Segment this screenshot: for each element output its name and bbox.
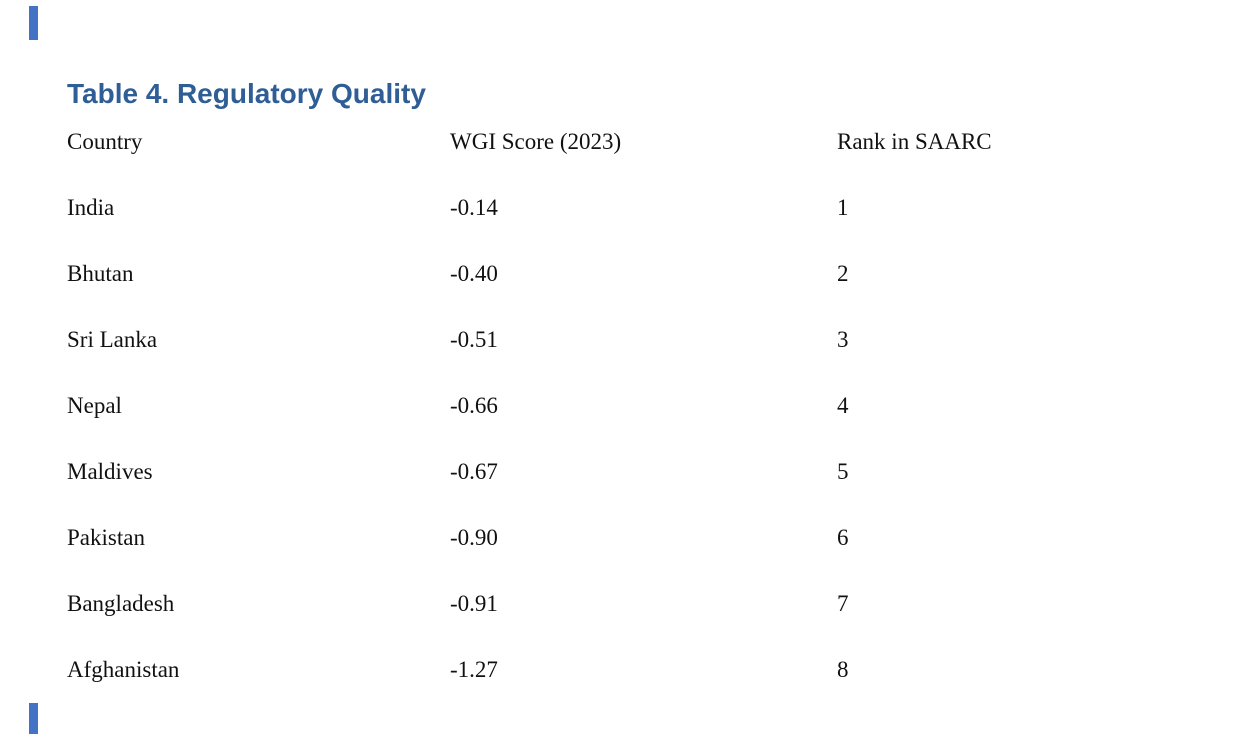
table-row: Nepal -0.66 4 bbox=[67, 373, 1218, 439]
table-header-row: Country WGI Score (2023) Rank in SAARC bbox=[67, 109, 1218, 175]
country-cell: Nepal bbox=[67, 393, 122, 418]
score-cell: -0.40 bbox=[450, 261, 498, 286]
score-cell: -0.91 bbox=[450, 591, 498, 616]
rank-cell: 6 bbox=[837, 525, 849, 550]
regulatory-quality-table: Country WGI Score (2023) Rank in SAARC I… bbox=[67, 109, 1218, 703]
column-header-wgi-score: WGI Score (2023) bbox=[450, 129, 622, 154]
score-cell: -0.67 bbox=[450, 459, 498, 484]
country-cell: Afghanistan bbox=[67, 657, 180, 682]
column-header-rank: Rank in SAARC bbox=[837, 129, 992, 154]
country-cell: Bhutan bbox=[67, 261, 134, 286]
document-content: Table 4. Regulatory Quality Country WGI … bbox=[67, 78, 1218, 703]
rank-cell: 8 bbox=[837, 657, 849, 682]
score-cell: -0.66 bbox=[450, 393, 498, 418]
rank-cell: 1 bbox=[837, 195, 849, 220]
country-cell: Sri Lanka bbox=[67, 327, 158, 352]
table-title: Table 4. Regulatory Quality bbox=[67, 78, 426, 109]
blue-edge-marker-bottom bbox=[29, 703, 38, 734]
rank-cell: 2 bbox=[837, 261, 849, 286]
table-row: Bhutan -0.40 2 bbox=[67, 241, 1218, 307]
table-row: Sri Lanka -0.51 3 bbox=[67, 307, 1218, 373]
country-cell: Pakistan bbox=[67, 525, 145, 550]
column-header-country: Country bbox=[67, 129, 143, 154]
table-row: Pakistan -0.90 6 bbox=[67, 505, 1218, 571]
score-cell: -0.90 bbox=[450, 525, 498, 550]
score-cell: -1.27 bbox=[450, 657, 498, 682]
rank-cell: 7 bbox=[837, 591, 849, 616]
country-cell: Maldives bbox=[67, 459, 153, 484]
score-cell: -0.51 bbox=[450, 327, 498, 352]
score-cell: -0.14 bbox=[450, 195, 498, 220]
rank-cell: 3 bbox=[837, 327, 849, 352]
table-row: Bangladesh -0.91 7 bbox=[67, 571, 1218, 637]
table-row: Afghanistan -1.27 8 bbox=[67, 637, 1218, 703]
country-cell: India bbox=[67, 195, 115, 220]
rank-cell: 4 bbox=[837, 393, 849, 418]
table-row: Maldives -0.67 5 bbox=[67, 439, 1218, 505]
blue-edge-marker-top bbox=[29, 6, 38, 40]
country-cell: Bangladesh bbox=[67, 591, 175, 616]
rank-cell: 5 bbox=[837, 459, 849, 484]
table-row: India -0.14 1 bbox=[67, 175, 1218, 241]
